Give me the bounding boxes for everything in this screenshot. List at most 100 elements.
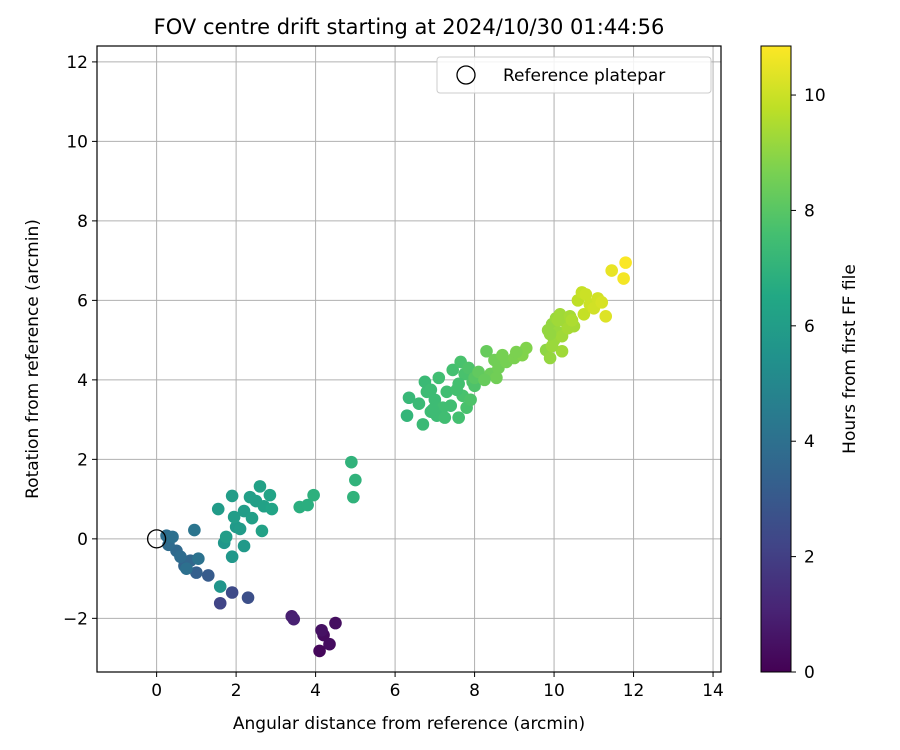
data-point [426, 403, 440, 416]
x-tick-label: 6 [390, 681, 401, 701]
data-point [253, 480, 267, 493]
chart-title: FOV centre drift starting at 2024/10/30 … [154, 15, 665, 39]
data-point [579, 288, 593, 301]
data-point [349, 473, 362, 487]
legend-box [436, 56, 712, 94]
reference-point-marker [146, 529, 167, 549]
colorbar-label: Hours from first FF file [840, 264, 860, 454]
data-point [543, 351, 557, 365]
data-point [519, 341, 533, 355]
legend: Reference platepar [436, 56, 712, 94]
data-point [510, 345, 523, 359]
data-point [219, 530, 233, 544]
data-point [424, 383, 438, 397]
data-point [174, 550, 187, 564]
data-point [225, 489, 239, 503]
data-point [577, 307, 591, 321]
y-tick-label: −2 [63, 609, 88, 629]
data-point [201, 569, 215, 582]
data-point [190, 566, 203, 579]
x-tick-label: 0 [151, 681, 162, 701]
data-point [245, 511, 259, 525]
data-point [225, 550, 239, 564]
colorbar-tick-label: 10 [804, 86, 826, 106]
data-point [446, 363, 460, 377]
data-point [233, 522, 247, 536]
data-point [565, 313, 579, 327]
data-point [166, 530, 179, 544]
y-tick-label: 2 [77, 450, 88, 470]
y-tick-label: 8 [77, 212, 88, 232]
colorbar-tick-label: 0 [804, 663, 815, 683]
data-point [192, 552, 205, 566]
data-point [462, 361, 475, 375]
data-point [551, 313, 565, 327]
data-point [412, 397, 426, 411]
data-point [180, 562, 193, 575]
data-point [243, 490, 257, 504]
data-point [263, 488, 277, 502]
data-point [213, 580, 227, 593]
colorbar-gradient [760, 45, 792, 673]
x-tick-label: 10 [543, 681, 565, 701]
data-point [402, 391, 416, 405]
data-point [237, 539, 251, 553]
x-tick-label: 8 [469, 681, 480, 701]
x-tick-label: 12 [623, 681, 645, 701]
data-point [345, 455, 358, 469]
data-point [400, 409, 414, 422]
data-point [619, 256, 632, 269]
data-point [313, 644, 326, 658]
data-point [452, 411, 465, 424]
colorbar-tick-label: 6 [804, 317, 815, 337]
data-point [432, 371, 446, 385]
data-point [301, 498, 314, 512]
data-point [255, 524, 269, 538]
colorbar: 0 2 4 6 8 10 [760, 45, 826, 683]
colorbar-tick-label: 4 [804, 432, 815, 452]
data-point [478, 373, 491, 387]
data-point [452, 377, 465, 391]
data-point [464, 393, 477, 407]
data-point [480, 344, 493, 358]
x-tick-label: 2 [231, 681, 242, 701]
data-point [329, 616, 342, 630]
data-point [227, 510, 241, 524]
data-point [440, 385, 454, 399]
data-point [213, 596, 227, 610]
x-axis-label: Angular distance from reference (arcmin) [233, 714, 585, 734]
colorbar-tick-label: 2 [804, 548, 815, 568]
y-tick-label: 6 [77, 291, 88, 311]
legend-label-reference: Reference platepar [503, 66, 665, 86]
plot-frame [96, 45, 722, 673]
data-point [188, 523, 201, 537]
data-point [599, 309, 613, 323]
data-point [307, 488, 320, 502]
data-point [605, 264, 619, 277]
data-point [211, 502, 225, 516]
data-point [545, 339, 559, 353]
data-point [287, 612, 301, 626]
axes: 0 2 4 6 8 10 12 14 −2 0 2 4 6 8 10 12 [63, 45, 724, 701]
data-point [617, 272, 630, 285]
x-tick-label: 14 [702, 681, 724, 701]
y-tick-label: 12 [66, 53, 88, 73]
data-point [444, 399, 458, 413]
grid [97, 46, 721, 672]
data-point [315, 623, 328, 637]
data-point [323, 637, 336, 651]
colorbar-tick-label: 8 [804, 201, 815, 221]
data-point [438, 411, 452, 424]
x-tick-label: 4 [310, 681, 321, 701]
legend-marker-reference [456, 65, 476, 85]
y-axis-label: Rotation from reference (arcmin) [23, 219, 43, 499]
data-point [543, 327, 557, 341]
y-tick-label: 0 [77, 530, 88, 550]
data-point [416, 418, 430, 431]
y-tick-label: 10 [66, 132, 88, 152]
data-points [160, 256, 632, 658]
data-point [490, 371, 503, 385]
data-point [595, 296, 609, 309]
data-point [241, 591, 255, 604]
data-point [428, 393, 442, 407]
